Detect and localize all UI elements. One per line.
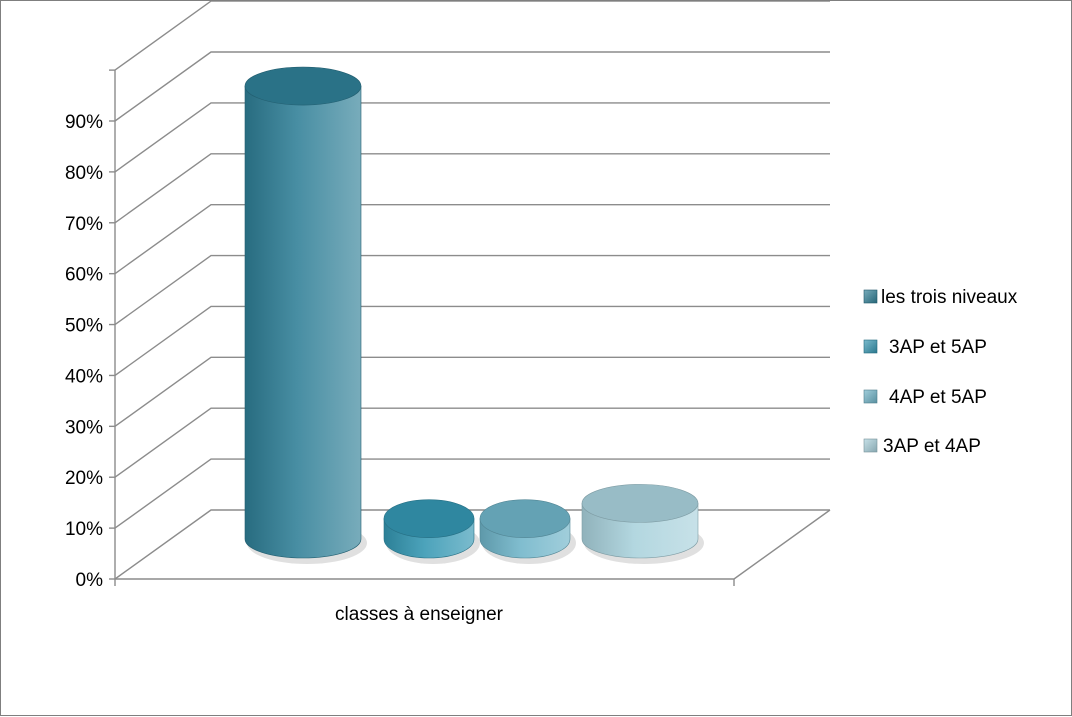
gridline: [114, 203, 830, 275]
bar-body: [244, 85, 362, 559]
gridline: [114, 305, 830, 377]
gridline: [114, 407, 830, 478]
bar-4: [581, 484, 704, 564]
gridlines: [109, 1, 830, 580]
legend-label: 4AP et 5AP: [889, 387, 987, 408]
gridline: [114, 102, 830, 173]
legend-swatch: [863, 339, 878, 354]
bar-3: [479, 499, 576, 564]
legend-item: 3AP et 5AP: [863, 337, 987, 358]
y-tick-label: 40%: [65, 366, 103, 387]
y-tick-label: 20%: [65, 468, 103, 489]
legend-item: les trois niveaux: [863, 287, 1018, 308]
y-axis-tick-labels: 0% 10% 20% 30% 40% 50% 60% 70% 80% 90%: [65, 112, 103, 591]
gridline: [114, 356, 830, 427]
bar-1: [244, 66, 367, 564]
y-tick-label: 90%: [65, 112, 103, 133]
gridline: [114, 458, 830, 529]
legend-label: 3AP et 5AP: [889, 337, 987, 358]
legend-item: 3AP et 4AP: [863, 436, 981, 457]
bar-top: [479, 499, 571, 538]
chart-walls: [114, 70, 831, 586]
x-category-label: classes à enseigner: [335, 604, 504, 625]
legend-swatch: [863, 389, 878, 404]
bar-2: [383, 499, 480, 564]
bars: [244, 66, 704, 564]
bar-top: [383, 499, 475, 538]
gridline: [114, 1, 830, 71]
gridline: [114, 153, 830, 224]
y-tick-label: 0%: [76, 570, 104, 591]
legend-swatch: [863, 438, 878, 453]
bar-top: [581, 484, 699, 523]
legend: les trois niveaux 3AP et 5AP 4AP et 5AP 3AP…: [863, 287, 1018, 457]
gridline: [114, 51, 830, 122]
legend-swatch: [863, 289, 878, 304]
y-tick-label: 60%: [65, 265, 103, 286]
legend-label: 3AP et 4AP: [883, 436, 981, 457]
legend-label: les trois niveaux: [881, 287, 1018, 308]
y-tick-label: 10%: [65, 519, 103, 540]
x-axis-category: classes à enseigner: [335, 604, 504, 625]
y-tick-label: 80%: [65, 163, 103, 184]
gridline: [114, 254, 830, 326]
y-tick-label: 70%: [65, 214, 103, 235]
legend-item: 4AP et 5AP: [863, 387, 987, 408]
y-tick-label: 30%: [65, 417, 103, 438]
y-tick-label: 50%: [65, 316, 103, 337]
bar-top: [244, 66, 362, 106]
